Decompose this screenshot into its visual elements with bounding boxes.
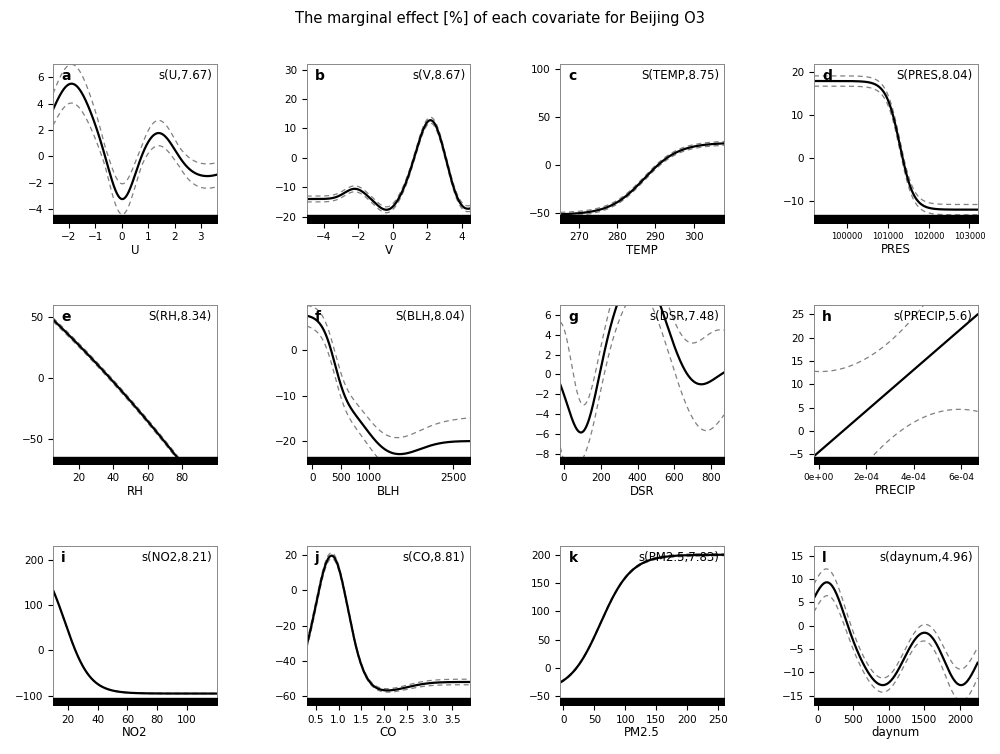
Text: f: f [315, 310, 321, 323]
Text: i: i [61, 551, 66, 565]
X-axis label: V: V [385, 244, 393, 256]
Text: g: g [569, 310, 578, 323]
Text: a: a [61, 69, 71, 83]
X-axis label: PM2.5: PM2.5 [624, 726, 660, 739]
X-axis label: PRES: PRES [881, 243, 911, 256]
X-axis label: TEMP: TEMP [626, 244, 658, 256]
Text: e: e [61, 310, 71, 323]
Text: S(TEMP,8.75): S(TEMP,8.75) [641, 69, 719, 81]
Text: s(PM2.5,7.83): s(PM2.5,7.83) [638, 551, 719, 564]
Text: The marginal effect [%] of each covariate for Beijing O3: The marginal effect [%] of each covariat… [295, 11, 705, 26]
Text: s(CO,8.81): s(CO,8.81) [403, 551, 465, 564]
Text: h: h [822, 310, 832, 323]
Text: d: d [822, 69, 832, 83]
X-axis label: U: U [131, 244, 139, 256]
Text: s(NO2,8.21): s(NO2,8.21) [141, 551, 212, 564]
X-axis label: NO2: NO2 [122, 726, 148, 739]
Text: j: j [315, 551, 320, 565]
X-axis label: DSR: DSR [630, 485, 654, 498]
Text: s(PRECIP,5.6): s(PRECIP,5.6) [894, 310, 973, 323]
Text: l: l [822, 551, 827, 565]
Text: s(DSR,7.48): s(DSR,7.48) [649, 310, 719, 323]
Text: s(U,7.67): s(U,7.67) [158, 69, 212, 81]
Text: s(daynum,4.96): s(daynum,4.96) [879, 551, 973, 564]
Text: k: k [569, 551, 578, 565]
X-axis label: BLH: BLH [377, 485, 400, 498]
Text: S(PRES,8.04): S(PRES,8.04) [896, 69, 973, 81]
Text: s(V,8.67): s(V,8.67) [412, 69, 465, 81]
Text: S(BLH,8.04): S(BLH,8.04) [396, 310, 465, 323]
Text: S(RH,8.34): S(RH,8.34) [149, 310, 212, 323]
Text: b: b [315, 69, 325, 83]
X-axis label: daynum: daynum [872, 726, 920, 739]
X-axis label: CO: CO [380, 726, 397, 739]
X-axis label: PRECIP: PRECIP [875, 484, 916, 497]
X-axis label: RH: RH [126, 485, 143, 498]
Text: c: c [569, 69, 577, 83]
